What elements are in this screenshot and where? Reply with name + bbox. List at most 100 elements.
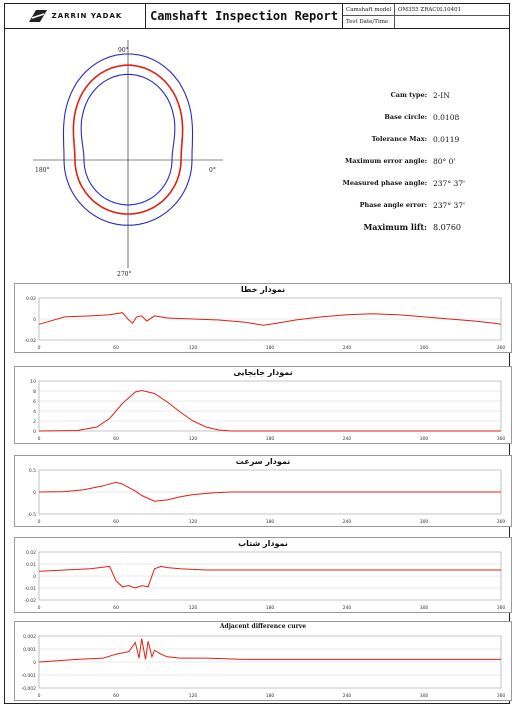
label-0: 0° (209, 167, 216, 174)
y-tick-label: -0.001 (21, 673, 36, 679)
y-tick-label: 0.002 (23, 634, 36, 640)
logo-text: ZARRIN YADAK (51, 12, 123, 20)
y-tick-label: 4 (33, 409, 36, 415)
x-tick-label: 240 (343, 519, 352, 525)
y-tick-label: 6 (33, 399, 36, 405)
test-date-value (395, 16, 509, 28)
velocity-chart-plot: 0.50-0.50 60 120 180 240 300 360 (27, 468, 506, 525)
x-tick-label: 180 (266, 693, 275, 699)
chart-title: نمودار سرعت (235, 457, 291, 466)
x-tick-label: 360 (497, 436, 506, 442)
displacement-chart-plot: 10 8 6 4 2 00 60 120 180 240 300 360 (30, 379, 506, 442)
y-tick-label: 0.02 (26, 296, 36, 302)
velocity-chart: نمودار سرعت 0.5 0 -0.5 0 60 120 180 240 300 360 (14, 455, 512, 527)
y-tick-label: -0.02 (24, 598, 36, 604)
info-row: Maximum error angle: 80° 0' (345, 156, 456, 166)
error-chart-plot: 0.020-0.020 60 120 180 240 300 360 (24, 296, 506, 351)
y-tick-label: 0 (33, 317, 36, 323)
x-tick-label: 300 (420, 436, 429, 442)
measured-profile-curve (72, 64, 184, 215)
y-tick-label: -0.5 (27, 512, 36, 518)
chart-title: نمودار جابجایی (233, 368, 293, 377)
report-header: ZARRIN YADAK Camshaft Inspection Report … (5, 4, 509, 29)
series-line (38, 389, 501, 432)
cam-info-panel: Cam type: 2-IN Base circle: 0.0108 Toleran… (305, 84, 505, 238)
x-tick-label: 300 (420, 693, 429, 699)
x-tick-label: 120 (189, 436, 198, 442)
info-row: Tolerance Max: 0.0119 (371, 134, 460, 144)
x-tick-label: 180 (266, 519, 275, 525)
x-tick-label: 300 (420, 345, 429, 351)
report-title: Camshaft Inspection Report (146, 4, 343, 28)
x-tick-label: 180 (266, 436, 275, 442)
series-line (38, 565, 501, 589)
x-tick-label: 240 (343, 345, 352, 351)
x-tick-label: 0 (38, 693, 41, 699)
label-180: 180° (35, 167, 49, 174)
x-tick-label: 360 (497, 519, 506, 525)
error-chart: نمودار خطا 0.02 0 -0.02 0 60 120 180 240 300 360 (14, 283, 512, 353)
y-tick-label: 0.001 (23, 647, 36, 653)
adjacent-difference-chart: Adjacent difference curve 0.002 0.001 0 -0.… (14, 621, 512, 701)
x-tick-label: 60 (113, 519, 119, 525)
y-tick-label: 8 (33, 389, 36, 395)
meta-table: Camshaft model OM355 ZRAC0L10401 Test Da… (343, 4, 509, 28)
x-tick-label: 60 (113, 605, 119, 611)
plot-frame (38, 380, 502, 432)
x-tick-label: 180 (266, 345, 275, 351)
label-270: 270° (117, 271, 131, 278)
info-row: Base circle: 0.0108 (384, 112, 460, 122)
company-logo: ZARRIN YADAK (5, 4, 146, 28)
chart-title: نمودار خطا (240, 285, 286, 294)
x-tick-label: 300 (420, 605, 429, 611)
x-tick-label: 240 (343, 693, 352, 699)
x-tick-label: 240 (343, 605, 352, 611)
x-tick-label: 120 (189, 605, 198, 611)
x-tick-label: 360 (497, 605, 506, 611)
x-tick-label: 0 (38, 345, 41, 351)
x-tick-label: 0 (38, 436, 41, 442)
polar-profile-plot: 90° 180° 0° 270° (33, 40, 223, 278)
acceleration-chart: نمودار شتاب 0.02 0.01 0 -0.01 -0.02 0 60 120 180… (14, 537, 512, 613)
series-line (38, 638, 501, 663)
x-tick-label: 300 (420, 519, 429, 525)
y-tick-label: 0 (33, 574, 36, 580)
series-line (38, 481, 501, 502)
test-date-label: Test Date/Time (343, 16, 395, 28)
info-row: Cam type: 2-IN (390, 90, 450, 100)
y-tick-label: -0.01 (24, 586, 36, 592)
x-tick-label: 120 (189, 519, 198, 525)
x-tick-label: 120 (189, 345, 198, 351)
report-page: ZARRIN YADAK Camshaft Inspection Report … (4, 3, 510, 704)
series-line (38, 312, 502, 326)
inner-tolerance-curve (80, 73, 176, 206)
x-tick-label: 120 (189, 693, 198, 699)
x-tick-label: 60 (113, 436, 119, 442)
displacement-chart: نمودار جابجایی 10 8 6 4 2 0 0 60 120 180 240 300 360 (14, 366, 512, 444)
x-tick-label: 240 (343, 436, 352, 442)
y-tick-label: 0.01 (26, 562, 36, 568)
chart-title: Adjacent difference curve (219, 623, 307, 630)
info-row: Measured phase angle: 237° 37' (342, 178, 466, 188)
x-tick-label: 0 (38, 519, 41, 525)
y-tick-label: 2 (33, 419, 36, 425)
x-tick-label: 60 (113, 345, 119, 351)
x-tick-label: 180 (266, 605, 275, 611)
y-tick-label: -0.02 (24, 338, 36, 344)
acceleration-chart-plot: 0.020.010-0.01-0.020 60 120 180 240 300 360 (24, 550, 506, 611)
outer-tolerance-curve (62, 53, 194, 226)
camshaft-model-value: OM355 ZRAC0L10401 (395, 4, 509, 16)
x-tick-label: 60 (113, 693, 119, 699)
x-tick-label: 0 (38, 605, 41, 611)
info-row: Phase angle error: 237° 37' (359, 200, 466, 210)
y-tick-label: 0 (33, 429, 36, 435)
y-tick-label: 0 (33, 660, 36, 666)
camshaft-model-label: Camshaft model (343, 4, 395, 16)
y-tick-label: 0 (33, 490, 36, 496)
logo-icon (28, 10, 47, 22)
y-tick-label: 0.02 (26, 550, 36, 556)
x-tick-label: 360 (497, 345, 506, 351)
y-tick-label: 10 (30, 379, 36, 385)
label-90: 90° (118, 47, 129, 54)
